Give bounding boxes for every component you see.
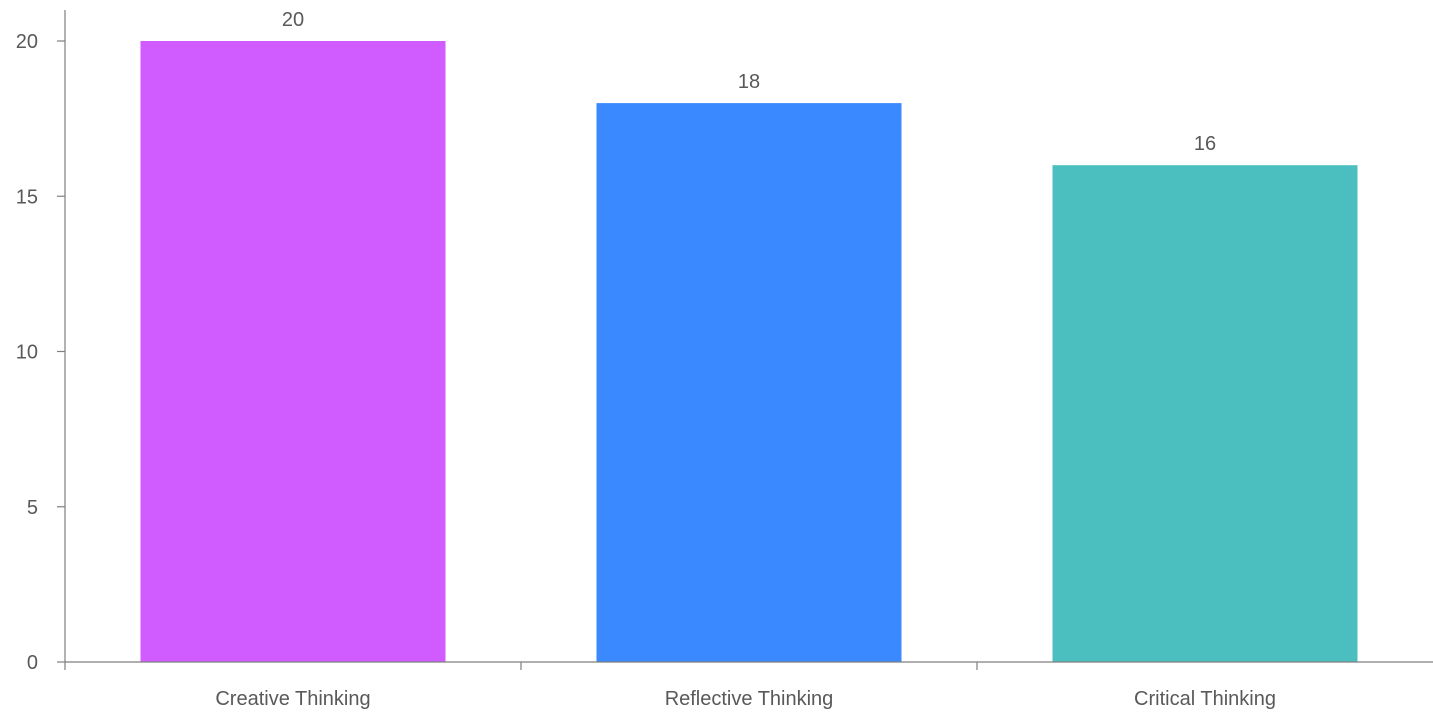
y-tick-label-1: 0 (27, 652, 38, 674)
y-tick-labels-layer: 0 5 10 15 20 (16, 31, 38, 674)
data-label-3: 16 (1194, 133, 1216, 155)
bar-3 (1052, 165, 1358, 662)
data-label-1: 20 (282, 9, 304, 31)
y-tick-label-4: 15 (16, 186, 38, 208)
bar-1 (140, 41, 446, 662)
axes-layer (57, 10, 1433, 670)
x-tick-label-3: Critical Thinking (1134, 688, 1276, 710)
x-tick-label-2: Reflective Thinking (665, 688, 834, 710)
bar-2 (596, 103, 902, 663)
x-tick-label-1: Creative Thinking (215, 688, 370, 710)
data-labels-layer: 20 18 16 (282, 9, 1216, 155)
y-tick-label-5: 20 (16, 31, 38, 53)
bars-layer (140, 41, 1358, 663)
data-label-2: 18 (738, 71, 760, 93)
x-tick-labels-layer: Creative Thinking Reflective Thinking Crit… (215, 688, 1276, 710)
y-tick-label-3: 10 (16, 342, 38, 364)
y-tick-label-2: 5 (27, 497, 38, 519)
